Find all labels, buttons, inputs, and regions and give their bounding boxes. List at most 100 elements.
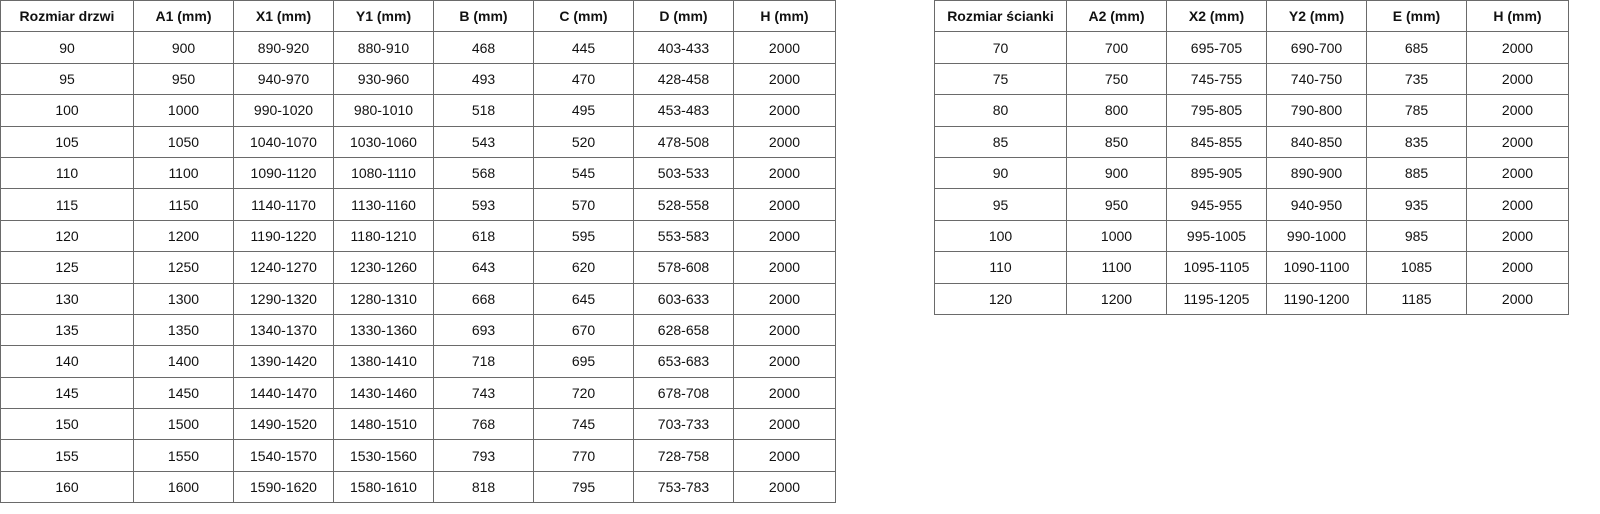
column-header: Y2 (mm) [1266,0,1367,33]
table-cell: 670 [533,313,634,347]
column-header: X1 (mm) [233,0,334,33]
table-cell: 940-950 [1266,188,1367,221]
table-row: 130 1300 1290-1320 1280-1310 668 645 603-633 20… [0,282,836,315]
table-cell: 110 [934,251,1067,284]
table-cell: 403-433 [633,31,734,64]
table-cell: 2000 [1466,219,1569,253]
column-header: A1 (mm) [133,0,234,33]
column-header: Rozmiar ścianki [934,0,1067,33]
table-row: 80 800 795-805 790-800 785 2000 [934,94,1569,127]
table-cell: 495 [533,94,634,127]
table-cell: 2000 [1466,156,1569,190]
table-row: 95 950 940-970 930-960 493 470 428-458 2000 [0,62,836,96]
table-cell: 1380-1410 [333,345,434,378]
table-cell: 1290-1320 [233,282,334,315]
table-cell: 653-683 [633,345,734,378]
table-cell: 1030-1060 [333,125,434,158]
table-cell: 1350 [133,313,234,347]
table-cell: 1340-1370 [233,313,334,347]
table-cell: 493 [433,62,534,96]
table-cell: 105 [0,125,134,158]
table-cell: 543 [433,125,534,158]
table-cell: 120 [0,219,134,253]
table-row: 155 1550 1540-1570 1530-1560 793 770 728-758 20… [0,439,836,472]
table-cell: 700 [1066,31,1167,64]
table-cell: 628-658 [633,313,734,347]
table-cell: 1300 [133,282,234,315]
table-cell: 753-783 [633,470,734,504]
table-cell: 1040-1070 [233,125,334,158]
column-header: A2 (mm) [1066,0,1167,33]
table-cell: 668 [433,282,534,315]
table-cell: 120 [934,282,1067,315]
table-cell: 890-920 [233,31,334,64]
table-row: 110 1100 1095-1105 1090-1100 1085 2000 [934,251,1569,284]
column-header: H (mm) [733,0,836,33]
column-header: H (mm) [1466,0,1569,33]
table-cell: 750 [1066,62,1167,96]
table-cell: 70 [934,31,1067,64]
header-row: Rozmiar ścianki A2 (mm) X2 (mm) Y2 (mm) E (m… [934,0,1569,33]
table-cell: 593 [433,188,534,221]
table-row: 75 750 745-755 740-750 735 2000 [934,62,1569,96]
table-cell: 528-558 [633,188,734,221]
table-cell: 1095-1105 [1166,251,1267,284]
table-row: 115 1150 1140-1170 1130-1160 593 570 528-558 20… [0,188,836,221]
table-cell: 1580-1610 [333,470,434,504]
table-cell: 150 [0,408,134,441]
table-cell: 1540-1570 [233,439,334,472]
table-cell: 2000 [733,62,836,96]
table-cell: 1090-1120 [233,156,334,190]
table-cell: 1390-1420 [233,345,334,378]
table-cell: 503-533 [633,156,734,190]
table-cell: 595 [533,219,634,253]
table-cell: 990-1020 [233,94,334,127]
table-row: 90 900 890-920 880-910 468 445 403-433 2000 [0,31,836,64]
table-cell: 2000 [733,251,836,284]
table-cell: 695-705 [1166,31,1267,64]
table-cell: 1250 [133,251,234,284]
table-cell: 2000 [733,31,836,64]
table-cell: 740-750 [1266,62,1367,96]
table-cell: 818 [433,470,534,504]
table-cell: 2000 [733,439,836,472]
table-cell: 578-608 [633,251,734,284]
table-row: 160 1600 1590-1620 1580-1610 818 795 753-783 20… [0,470,836,504]
table-cell: 1500 [133,408,234,441]
table-cell: 900 [133,31,234,64]
table-cell: 1190-1200 [1266,282,1367,315]
table-cell: 718 [433,345,534,378]
header-row: Rozmiar drzwi A1 (mm) X1 (mm) Y1 (mm) B (mm)… [0,0,836,33]
table-cell: 2000 [733,156,836,190]
table-cell: 2000 [733,470,836,504]
column-header: Rozmiar drzwi [0,0,134,33]
table-cell: 2000 [1466,62,1569,96]
table-cell: 985 [1366,219,1467,253]
table-cell: 553-583 [633,219,734,253]
table-cell: 470 [533,62,634,96]
table-cell: 428-458 [633,62,734,96]
table-cell: 1130-1160 [333,188,434,221]
table-row: 140 1400 1390-1420 1380-1410 718 695 653-683 20… [0,345,836,378]
table-cell: 735 [1366,62,1467,96]
table-cell: 645 [533,282,634,315]
table-cell: 900 [1066,156,1167,190]
table-cell: 468 [433,31,534,64]
table-cell: 95 [0,62,134,96]
table-cell: 1480-1510 [333,408,434,441]
table-cell: 930-960 [333,62,434,96]
table-cell: 743 [433,376,534,410]
door-dimensions-table: Rozmiar drzwi A1 (mm) X1 (mm) Y1 (mm) B (mm)… [0,0,836,504]
table-row: 120 1200 1190-1220 1180-1210 618 595 553-583 20… [0,219,836,253]
table-cell: 2000 [733,125,836,158]
table-cell: 2000 [733,345,836,378]
table-cell: 1430-1460 [333,376,434,410]
table-row: 145 1450 1440-1470 1430-1460 743 720 678-708 20… [0,376,836,410]
table-cell: 453-483 [633,94,734,127]
table-cell: 795-805 [1166,94,1267,127]
column-header: E (mm) [1366,0,1467,33]
table-cell: 603-633 [633,282,734,315]
table-cell: 695 [533,345,634,378]
table-row: 70 700 695-705 690-700 685 2000 [934,31,1569,64]
table-cell: 720 [533,376,634,410]
